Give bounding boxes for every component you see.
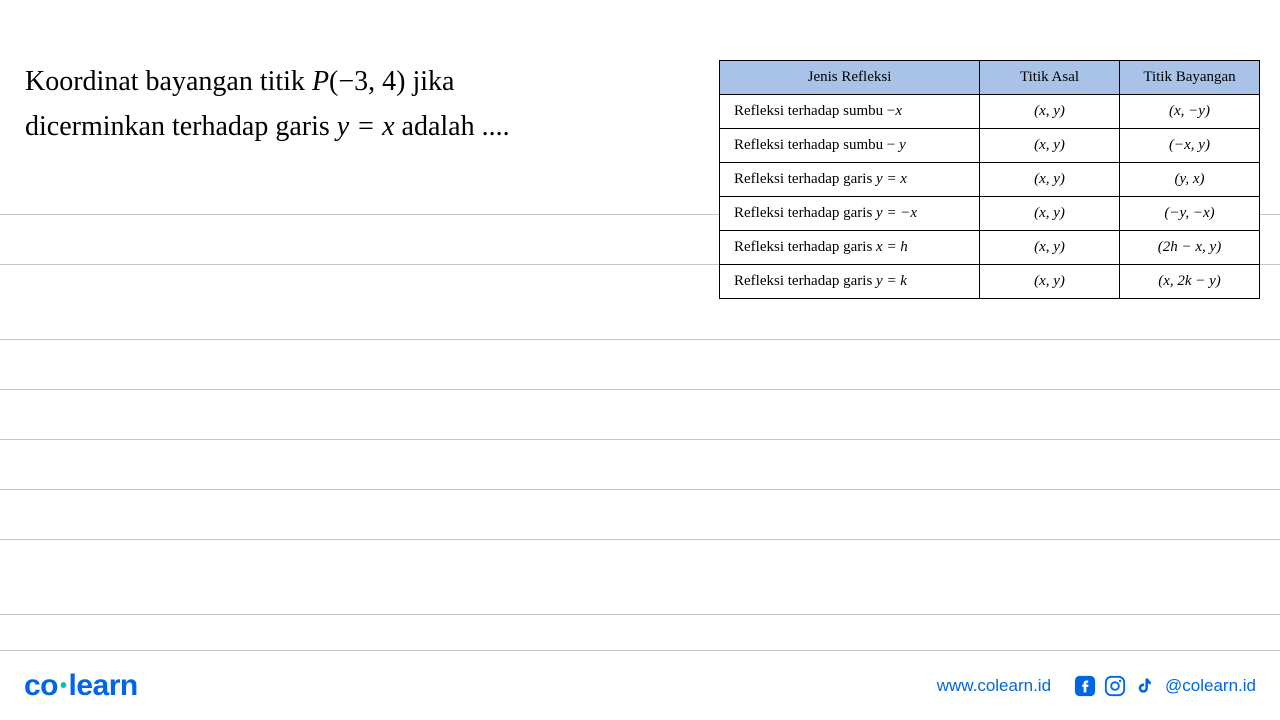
table-row: Refleksi terhadap garis y = k (x, y) (x,… [720, 265, 1260, 299]
footer: co•learn www.colearn.id @colearn.id [0, 650, 1280, 720]
facebook-icon [1073, 674, 1097, 698]
table-row: Refleksi terhadap garis y = x (x, y) (y,… [720, 163, 1260, 197]
social-icons: @colearn.id [1073, 674, 1256, 698]
brand-logo: co•learn [24, 669, 138, 703]
th-asal: Titik Asal [980, 61, 1120, 95]
table-row: Refleksi terhadap sumbu −x (x, y) (x, −y… [720, 95, 1260, 129]
instagram-icon [1103, 674, 1127, 698]
table-row: Refleksi terhadap garis y = −x (x, y) (−… [720, 197, 1260, 231]
th-jenis: Jenis Refleksi [720, 61, 980, 95]
q-part-4: adalah .... [395, 111, 510, 142]
website-url: www.colearn.id [937, 676, 1051, 696]
th-bayangan: Titik Bayangan [1120, 61, 1260, 95]
table-row: Refleksi terhadap garis x = h (x, y) (2h… [720, 231, 1260, 265]
tiktok-icon [1133, 674, 1157, 698]
table-row: Refleksi terhadap sumbu − y (x, y) (−x, … [720, 129, 1260, 163]
q-point: P [312, 66, 329, 97]
q-part-2: (−3, 4) jika [329, 66, 454, 97]
q-equation: y = x [337, 111, 395, 142]
question-text: Koordinat bayangan titik P(−3, 4) jika d… [25, 60, 625, 150]
social-handle: @colearn.id [1165, 676, 1256, 696]
reflection-table: Jenis Refleksi Titik Asal Titik Bayangan… [719, 60, 1260, 299]
q-part-3: dicerminkan terhadap garis [25, 111, 337, 142]
q-part-1: Koordinat bayangan titik [25, 66, 312, 97]
